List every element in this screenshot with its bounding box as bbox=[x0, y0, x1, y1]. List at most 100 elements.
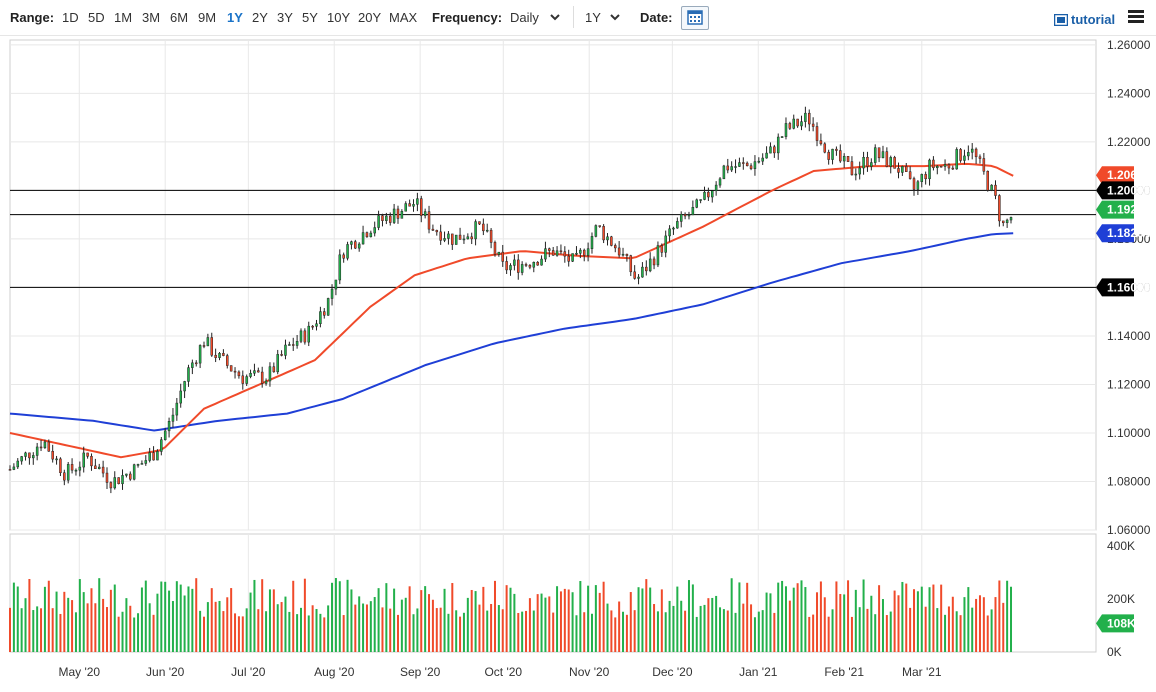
candle-body bbox=[470, 236, 473, 240]
volume-bar bbox=[12, 582, 15, 652]
volume-bar bbox=[206, 602, 209, 652]
range-5y-button[interactable]: 5Y bbox=[302, 10, 318, 25]
candle-body bbox=[524, 264, 528, 266]
candle-body bbox=[602, 226, 605, 241]
volume-bar bbox=[858, 607, 861, 652]
volume-bar bbox=[544, 597, 547, 652]
candle-body bbox=[32, 455, 35, 459]
volume-bar bbox=[466, 597, 469, 652]
chevron-down-icon[interactable] bbox=[609, 11, 621, 23]
volume-bar bbox=[482, 586, 485, 652]
candle-body bbox=[567, 255, 570, 262]
range-9m-button[interactable]: 9M bbox=[198, 10, 217, 25]
candle-body bbox=[129, 473, 132, 480]
volume-bar bbox=[703, 604, 706, 652]
candle-body bbox=[330, 288, 334, 299]
volume-bar bbox=[160, 581, 163, 652]
film-icon[interactable] bbox=[1054, 14, 1068, 26]
range-20y-button[interactable]: 20Y bbox=[358, 10, 382, 25]
menu-icon[interactable] bbox=[1128, 10, 1144, 24]
range-1d-button[interactable]: 1D bbox=[62, 10, 79, 25]
candle-body bbox=[435, 230, 439, 233]
volume-bar bbox=[331, 582, 334, 652]
volume-bar bbox=[711, 597, 714, 652]
period-select[interactable]: 1Y bbox=[585, 10, 601, 25]
volume-bar bbox=[548, 596, 551, 652]
tutorial-link[interactable]: tutorial bbox=[1071, 12, 1116, 27]
candle-body bbox=[373, 227, 376, 234]
volume-bar bbox=[350, 589, 353, 652]
volume-bar bbox=[187, 586, 190, 652]
candle-body bbox=[175, 402, 179, 416]
date-tick-label: Nov '20 bbox=[569, 665, 610, 679]
candle-body bbox=[51, 451, 54, 460]
candle-body bbox=[392, 208, 396, 223]
candle-body bbox=[637, 276, 640, 279]
candle-body bbox=[222, 353, 225, 356]
range-10y-button[interactable]: 10Y bbox=[327, 10, 351, 25]
date-picker-button[interactable] bbox=[681, 6, 709, 30]
candle-body bbox=[420, 198, 423, 216]
candle-body bbox=[400, 210, 404, 219]
candle-body bbox=[63, 472, 66, 481]
candle-body bbox=[606, 236, 609, 241]
volume-bar bbox=[645, 579, 648, 652]
candle-body bbox=[664, 235, 667, 253]
volume-bar bbox=[552, 612, 555, 652]
candle-body bbox=[233, 370, 237, 373]
range-3m-button[interactable]: 3M bbox=[142, 10, 161, 25]
volume-bar bbox=[893, 590, 896, 652]
volume-bar bbox=[323, 617, 326, 652]
frequency-select[interactable]: Daily bbox=[510, 10, 539, 25]
range-6m-button[interactable]: 6M bbox=[170, 10, 189, 25]
range-3y-button[interactable]: 3Y bbox=[277, 10, 293, 25]
chevron-down-icon[interactable] bbox=[549, 11, 561, 23]
volume-bar bbox=[691, 584, 694, 652]
volume-bar bbox=[117, 616, 120, 652]
volume-bar bbox=[144, 580, 147, 652]
candle-body bbox=[590, 236, 594, 249]
volume-bar bbox=[408, 586, 411, 652]
candle-body bbox=[714, 184, 718, 192]
candle-body bbox=[668, 228, 671, 237]
candle-body bbox=[237, 371, 241, 377]
volume-bar bbox=[501, 609, 504, 652]
candle-body bbox=[55, 458, 58, 461]
candle-body bbox=[268, 366, 272, 382]
price-tick-label: 1.26000 bbox=[1107, 38, 1151, 52]
candle-body bbox=[381, 215, 384, 221]
volume-bar bbox=[358, 596, 361, 652]
volume-bar bbox=[490, 603, 493, 652]
candle-body bbox=[811, 123, 815, 127]
date-tick-label: Sep '20 bbox=[400, 665, 441, 679]
volume-bar bbox=[381, 607, 384, 652]
volume-bar bbox=[214, 601, 217, 652]
price-tag-shape bbox=[1096, 224, 1134, 243]
volume-bar bbox=[311, 605, 314, 652]
candle-body bbox=[559, 250, 563, 253]
candle-body bbox=[28, 452, 31, 459]
candle-body bbox=[939, 165, 943, 168]
volume-bar bbox=[951, 596, 954, 652]
candle-body bbox=[156, 451, 159, 461]
candle-body bbox=[478, 221, 481, 225]
range-1m-button[interactable]: 1M bbox=[114, 10, 133, 25]
range-max-button[interactable]: MAX bbox=[389, 10, 418, 25]
volume-bar bbox=[726, 610, 729, 652]
range-1y-button[interactable]: 1Y bbox=[227, 10, 243, 25]
volume-bar bbox=[272, 589, 275, 652]
range-2y-button[interactable]: 2Y bbox=[252, 10, 268, 25]
volume-bar bbox=[443, 588, 446, 652]
range-5d-button[interactable]: 5D bbox=[88, 10, 105, 25]
candle-body bbox=[194, 362, 198, 365]
volume-bar bbox=[753, 617, 756, 652]
volume-bar bbox=[234, 613, 237, 652]
volume-bar bbox=[102, 598, 105, 652]
volume-bar bbox=[82, 592, 85, 652]
candle-body bbox=[307, 325, 311, 343]
volume-bar bbox=[299, 607, 302, 652]
volume-bar bbox=[699, 605, 702, 652]
volume-bar bbox=[746, 582, 749, 652]
volume-bar bbox=[847, 580, 850, 652]
volume-bar bbox=[253, 579, 256, 652]
